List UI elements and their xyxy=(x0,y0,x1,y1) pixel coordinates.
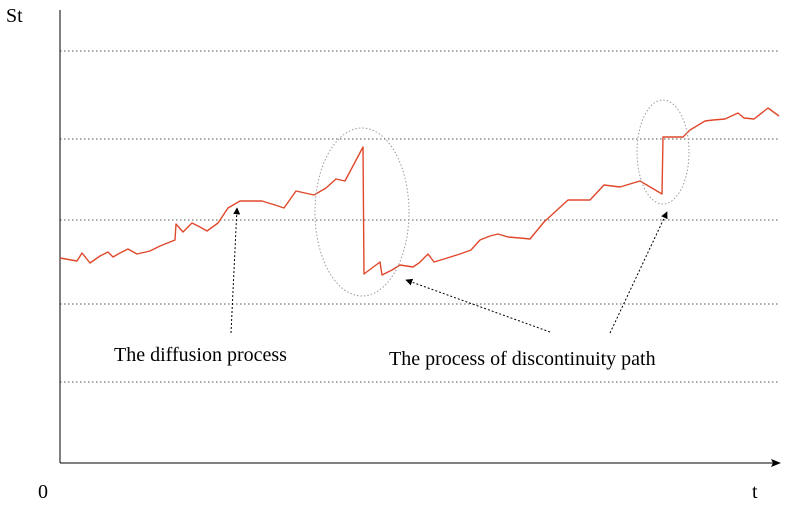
jump-ellipse-2 xyxy=(636,99,690,205)
origin-label: 0 xyxy=(38,481,48,503)
x-axis-arrowhead xyxy=(771,459,781,467)
jump-ellipse-1 xyxy=(314,127,410,297)
gridlines xyxy=(60,50,778,383)
discontinuity-arrow-2 xyxy=(609,211,668,334)
y-axis-label: St xyxy=(6,5,23,27)
price-path xyxy=(59,107,780,276)
discontinuity-path-label: The process of discontinuity path xyxy=(389,348,656,370)
diffusion-arrow xyxy=(230,207,241,334)
discontinuity-arrow-1 xyxy=(405,278,551,333)
x-axis-label: t xyxy=(752,481,758,503)
diffusion-process-label: The diffusion process xyxy=(114,344,287,366)
